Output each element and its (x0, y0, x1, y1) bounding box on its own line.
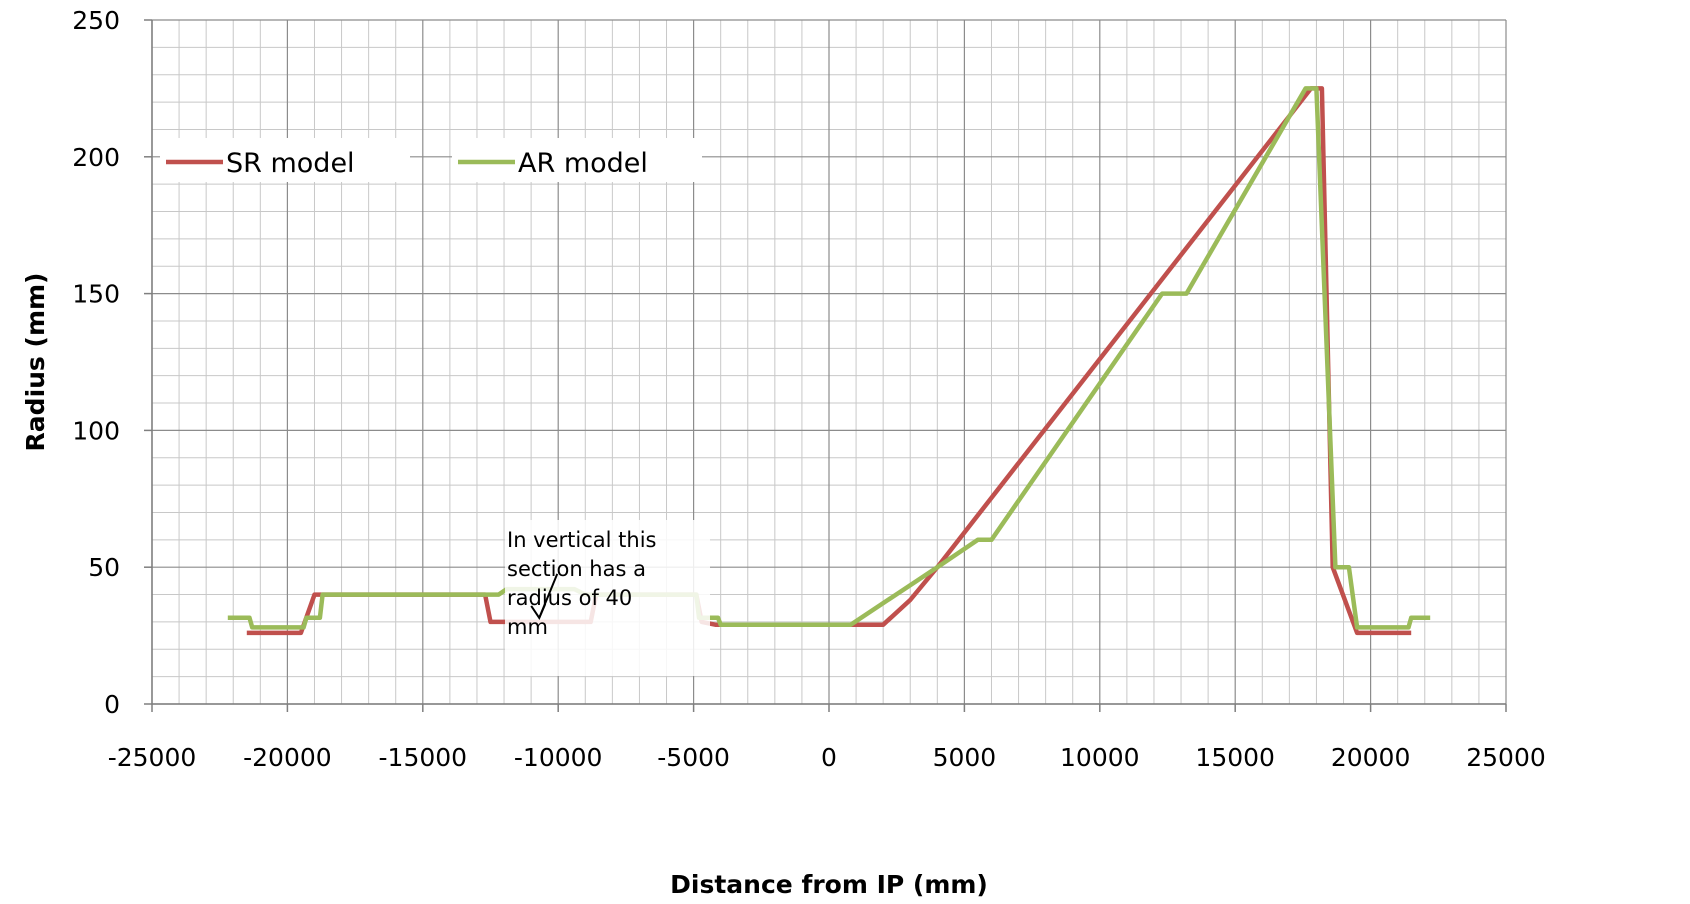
y-tick-label: 0 (104, 690, 120, 719)
x-tick-label: 0 (821, 743, 837, 772)
legend-label-sr-model: SR model (226, 148, 355, 179)
x-tick-label: -10000 (514, 743, 603, 772)
legend: SR model AR model (160, 138, 702, 182)
x-tick-label: 10000 (1060, 743, 1140, 772)
series-line-ar-model (227, 86, 1431, 630)
y-tick-label: 100 (72, 416, 120, 445)
x-tick-label: 15000 (1195, 743, 1275, 772)
y-tick-label: 200 (72, 143, 120, 172)
annotation-box (505, 520, 710, 676)
y-tick-label: 150 (72, 280, 120, 309)
x-axis-title: Distance from IP (mm) (670, 870, 988, 899)
axis-labels: Distance from IP (mm) Radius (mm) (21, 273, 988, 899)
axes: -25000 -20000 -15000 -10000 -5000 0 5000 10000 1… (72, 6, 1545, 772)
y-tick-label: 50 (88, 553, 120, 582)
x-tick-label: -5000 (657, 743, 730, 772)
annotation-text-line: mm (507, 615, 548, 639)
y-tick-label: 250 (72, 6, 120, 35)
x-tick-label: 25000 (1466, 743, 1546, 772)
y-axis-title: Radius (mm) (21, 273, 50, 452)
x-tick-label: -25000 (108, 743, 197, 772)
annotation-text-line: section has a (507, 557, 646, 581)
x-tick-label: -15000 (379, 743, 468, 772)
annotation-arrowhead (530, 603, 547, 621)
annotation-text-line: radius of 40 (507, 586, 632, 610)
annotation-layer: In vertical this section has a radius of 4… (505, 520, 710, 676)
annotation-text-line: In vertical this (507, 528, 656, 552)
x-tick-label: 5000 (933, 743, 997, 772)
x-tick-label: 20000 (1331, 743, 1411, 772)
legend-label-ar-model: AR model (518, 148, 648, 179)
x-tick-label: -20000 (243, 743, 332, 772)
